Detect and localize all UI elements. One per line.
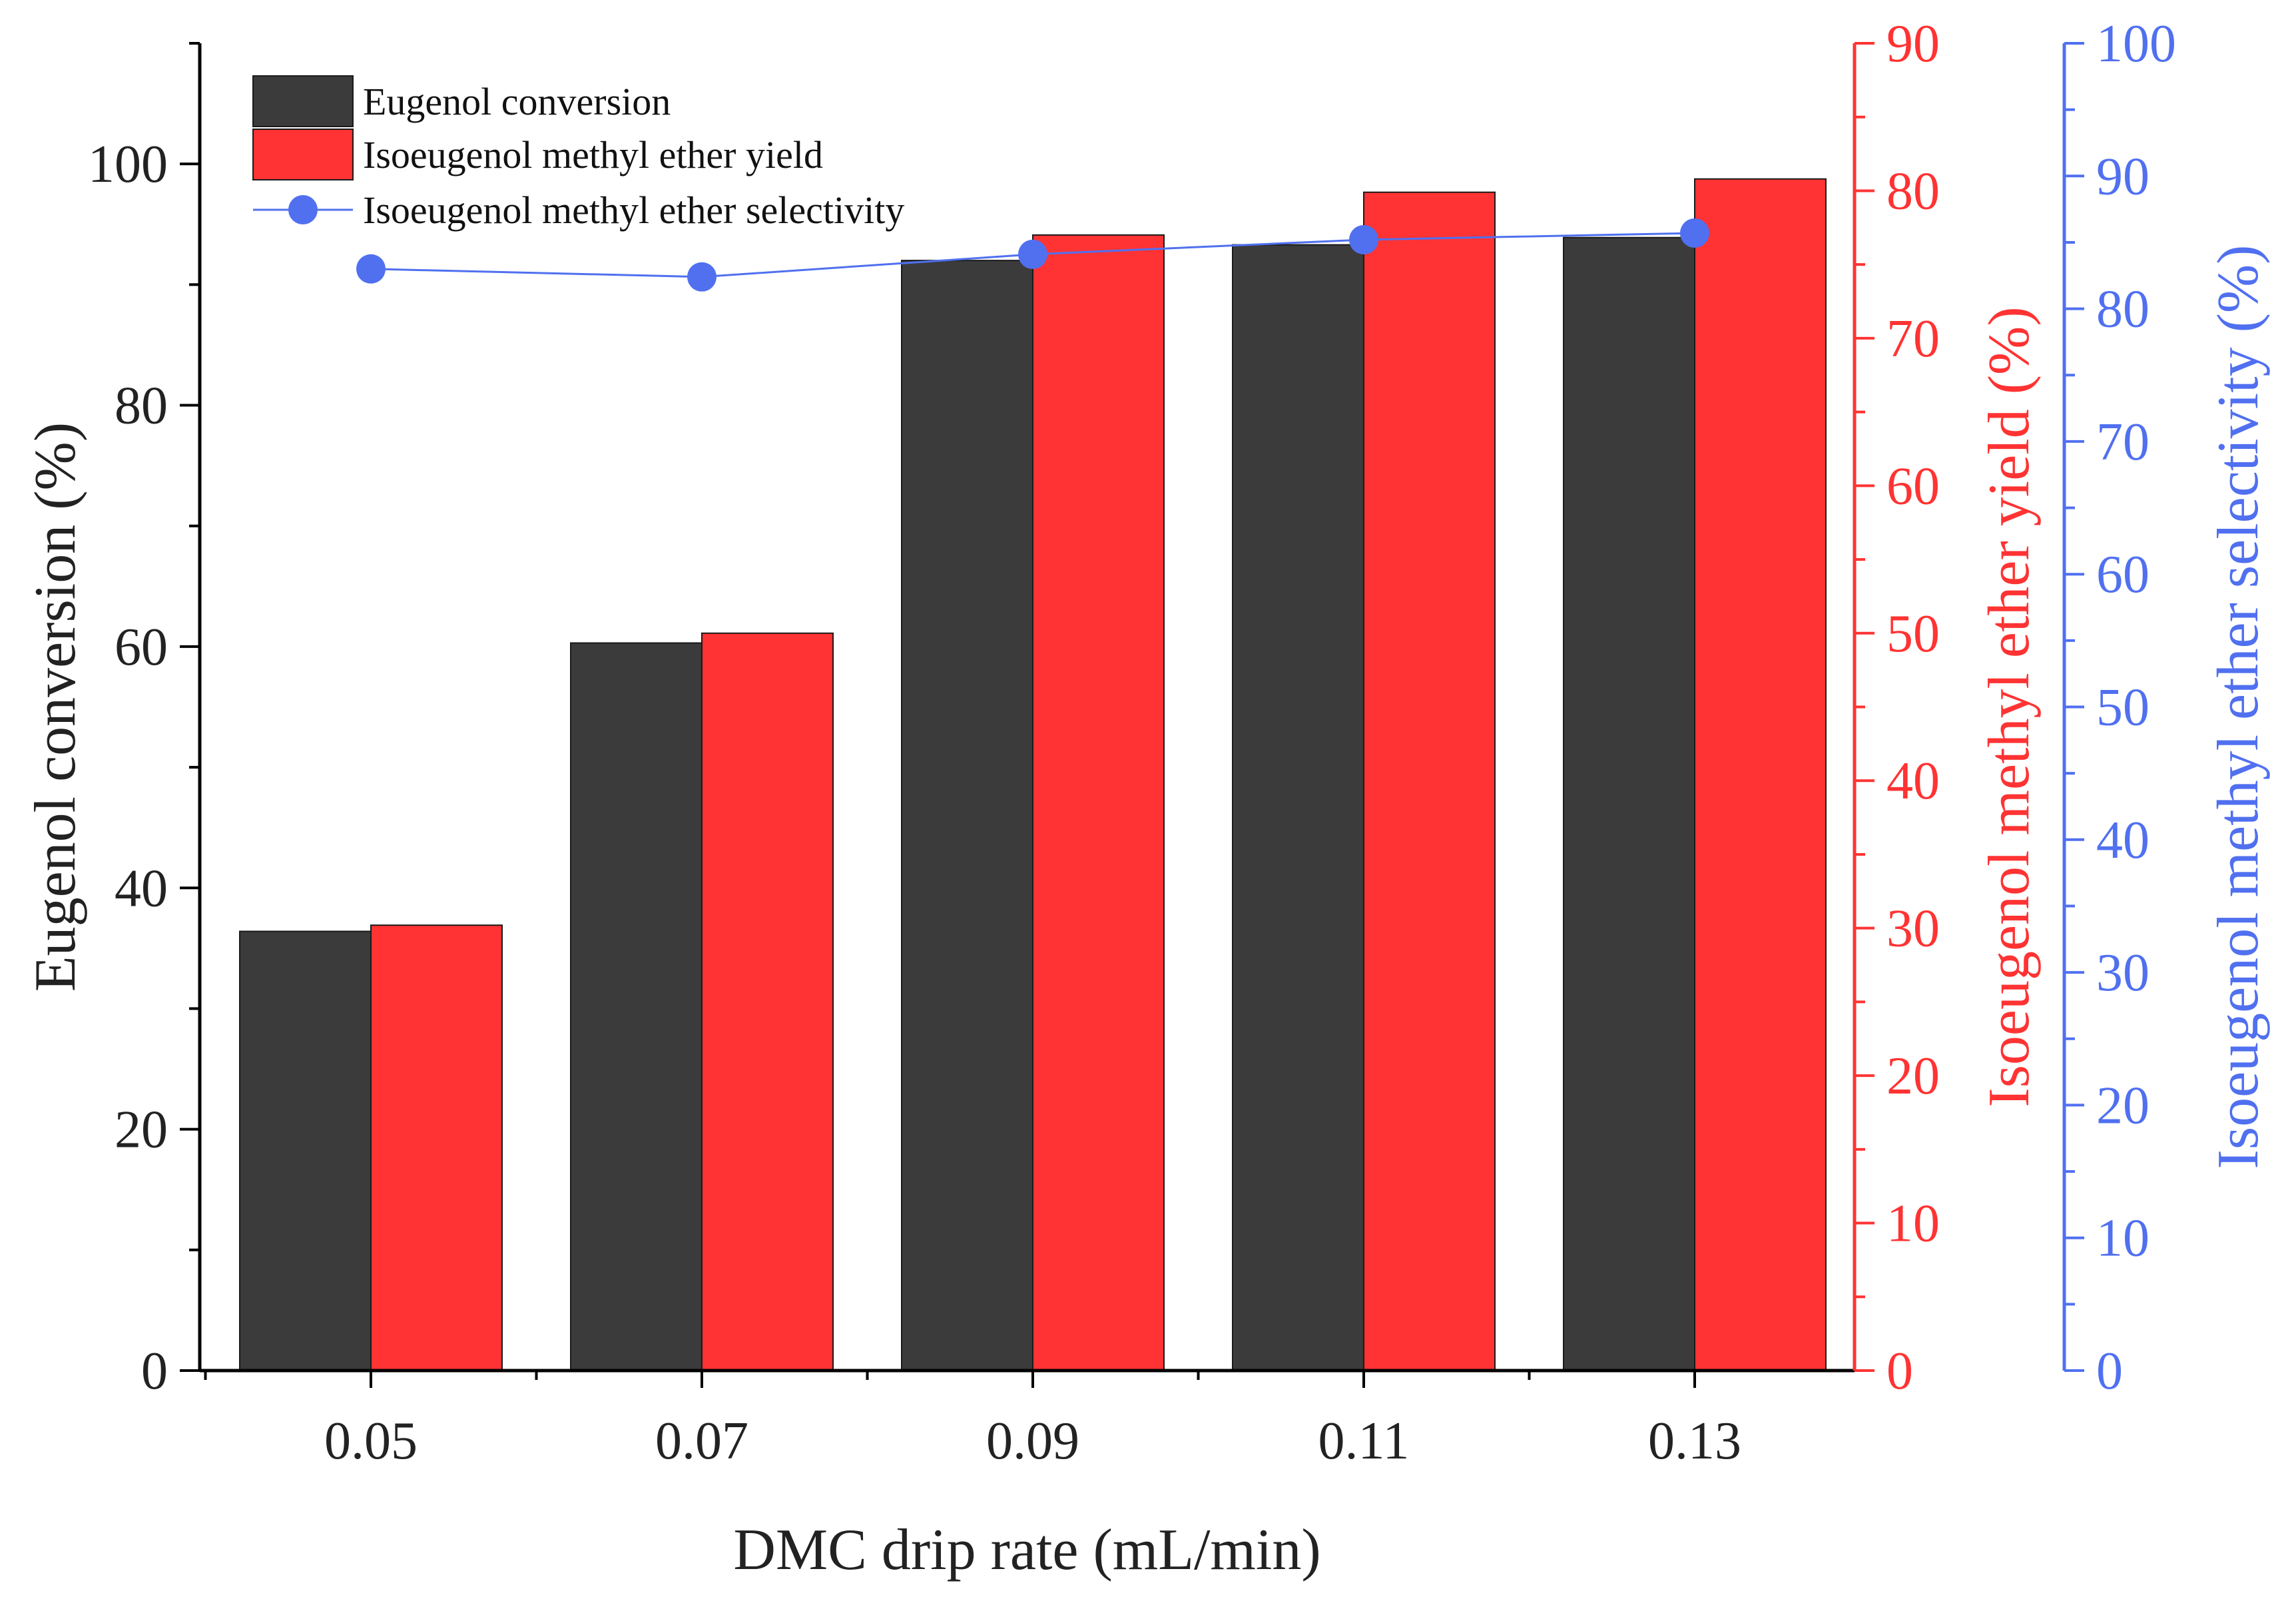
yield-axis-tick-label: 10 [1886,1195,1940,1253]
axis-titles: Eugenol conversion (%) Isoeugenol methyl … [23,245,2271,1582]
x-axis-tick-label: 0.11 [1318,1412,1409,1470]
yield-axis-tick-label: 0 [1886,1342,1913,1401]
legend-label-2: Isoeugenol methyl ether selectivity [363,188,904,232]
left-axis-tick-label: 20 [115,1101,168,1159]
selectivity-axis-tick-label: 80 [2096,280,2150,339]
yield-axis-tick-label: 70 [1886,310,1940,368]
bar-conversion-1 [570,642,703,1371]
bar-conversion-3 [1232,244,1364,1372]
selectivity-point-0 [356,254,386,284]
left-axis-tick-label: 100 [88,135,168,194]
x-axis-tick-label: 0.13 [1648,1412,1741,1470]
selectivity-axis-tick-label: 10 [2096,1209,2150,1268]
selectivity-axis-tick-label: 30 [2096,944,2150,1002]
bar-yield-4 [1694,178,1827,1371]
bar-conversion-2 [901,260,1033,1371]
bar-yield-3 [1363,191,1496,1371]
left-axis-tick-label: 40 [115,859,168,918]
yield-axis-tick-label: 80 [1886,162,1940,220]
x-axis-title: DMC drip rate (mL/min) [733,1518,1320,1582]
yield-axis-title: Isoeugenol methyl ether yield (%) [1977,306,2042,1107]
selectivity-point-3 [1349,224,1378,254]
selectivity-axis-tick-label: 90 [2096,147,2150,206]
left-axis-tick-label: 0 [141,1342,168,1401]
yield-axis-tick-label: 50 [1886,605,1940,663]
left-axis-tick-label: 80 [115,377,168,436]
selectivity-axis-tick-label: 20 [2096,1076,2150,1135]
selectivity-axis-title: Isoeugenol methyl ether selectivity (%) [2206,245,2271,1169]
legend-label-1: Isoeugenol methyl ether yield [363,133,823,176]
bars-layer [239,178,1827,1372]
selectivity-point-4 [1680,218,1709,248]
selectivity-axis-tick-label: 0 [2096,1342,2123,1401]
bar-yield-2 [1032,234,1165,1371]
yield-axis-tick-label: 40 [1886,752,1940,810]
bar-yield-1 [701,632,834,1371]
legend: Eugenol conversion Isoeugenol methyl ethe… [252,75,904,232]
bar-conversion-0 [239,930,372,1371]
legend-marker-swatch [288,195,318,224]
yield-axis-tick-label: 30 [1886,900,1940,958]
x-axis-tick-label: 0.05 [324,1412,418,1470]
selectivity-axis-tick-label: 100 [2096,15,2176,73]
selectivity-line-layer [356,218,1709,292]
selectivity-axis-tick-label: 50 [2096,679,2150,737]
selectivity-point-1 [687,262,717,292]
selectivity-axis-tick-label: 40 [2096,811,2150,870]
selectivity-point-2 [1018,239,1047,269]
legend-swatch-0 [252,75,354,127]
legend-label-0: Eugenol conversion [363,80,671,123]
left-axis-tick-label: 60 [115,618,168,677]
x-axis-tick-label: 0.09 [986,1412,1079,1470]
bar-yield-0 [370,924,503,1371]
yield-axis-tick-label: 60 [1886,457,1940,515]
legend-swatch-1 [252,129,354,180]
selectivity-axis-tick-label: 60 [2096,545,2150,604]
left-axis-title: Eugenol conversion (%) [23,422,88,992]
yield-axis-tick-label: 90 [1886,15,1940,73]
selectivity-axis-tick-label: 70 [2096,413,2150,472]
yield-axis-tick-label: 20 [1886,1047,1940,1106]
bar-conversion-4 [1563,236,1695,1371]
x-axis-tick-label: 0.07 [655,1412,748,1470]
